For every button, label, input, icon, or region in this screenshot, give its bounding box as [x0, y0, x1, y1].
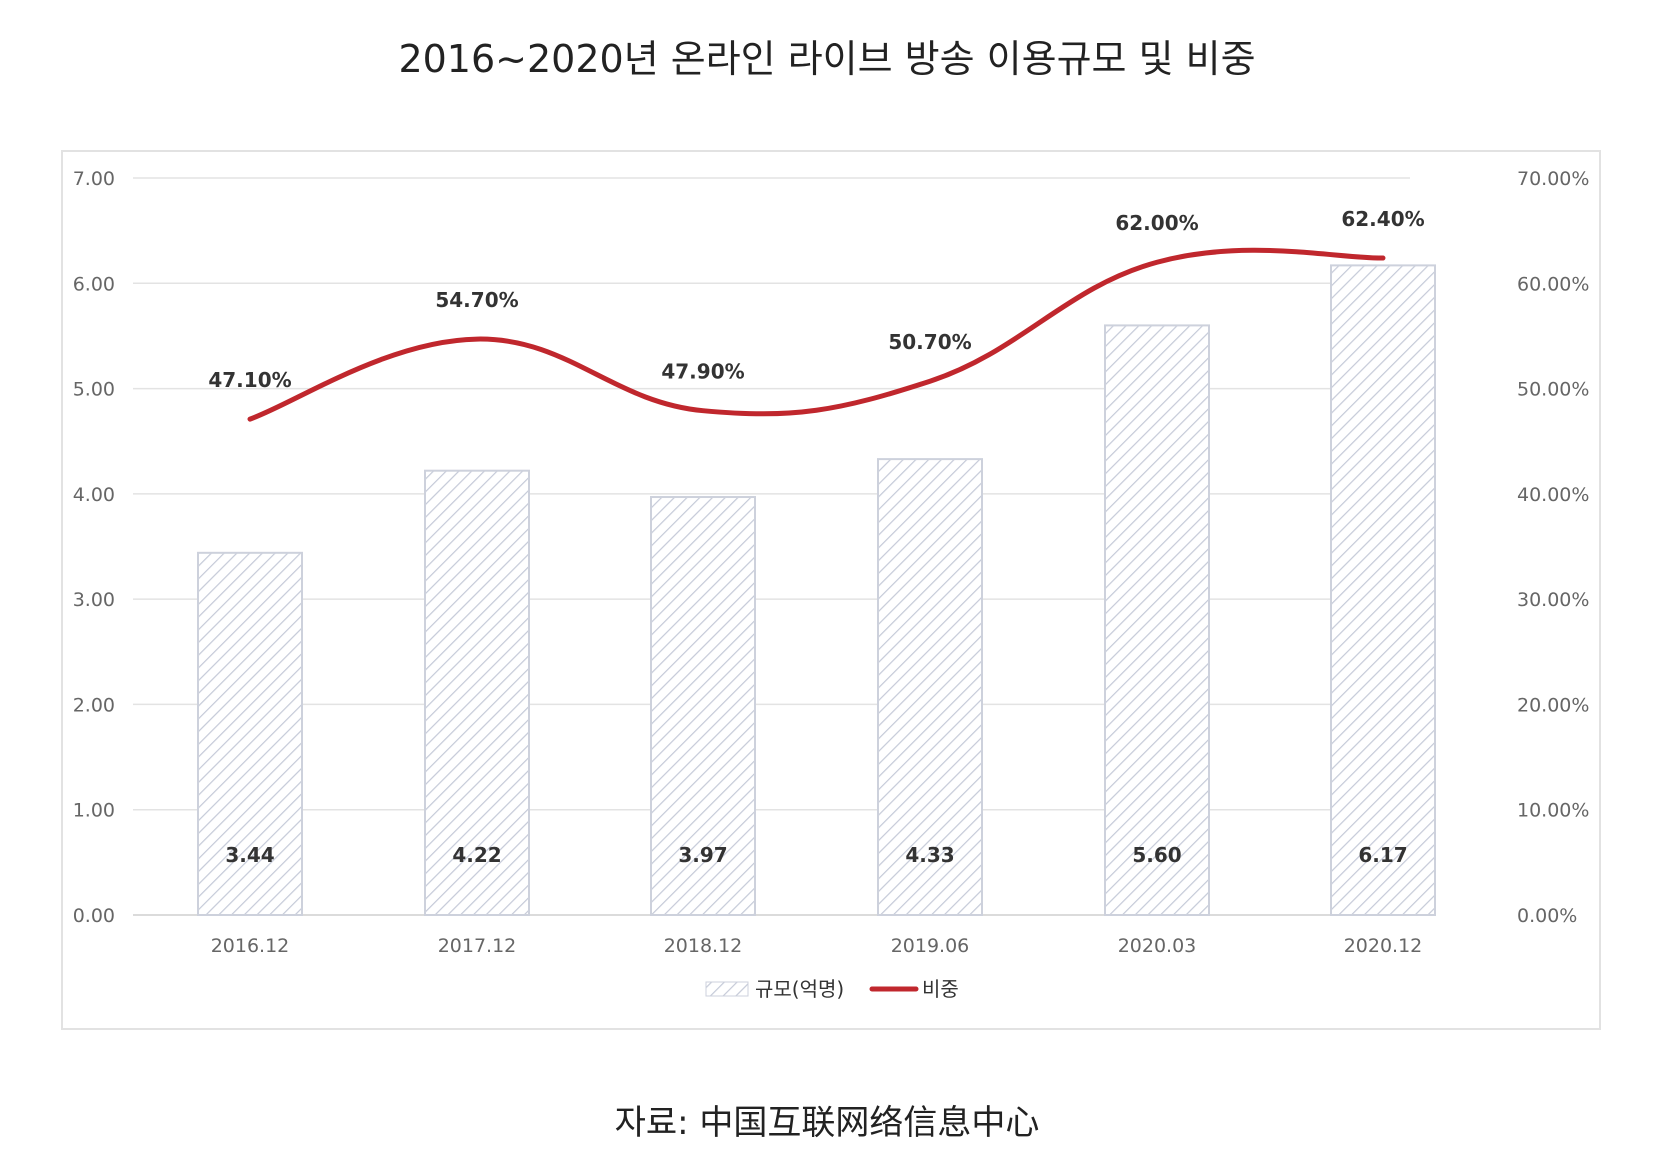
y-left-tick-label: 0.00	[73, 905, 115, 927]
bar-value-label: 3.44	[225, 843, 274, 867]
bar-value-label: 5.60	[1132, 843, 1181, 867]
legend-label-bar: 규모(억명)	[755, 977, 844, 1001]
x-tick-label: 2016.12	[211, 935, 290, 957]
line-value-label: 50.70%	[888, 330, 971, 354]
y-right-tick-label: 0.00%	[1517, 905, 1577, 927]
series-line-ratio	[247, 247, 1386, 422]
line-value-label: 47.90%	[661, 360, 744, 384]
y-left-tick-label: 7.00	[73, 168, 115, 190]
y-right-tick-label: 40.00%	[1517, 484, 1589, 506]
y-left-tick-label: 1.00	[73, 800, 115, 822]
x-tick-label: 2017.12	[438, 935, 517, 957]
chart-area	[61, 150, 1601, 1030]
line-value-label: 62.40%	[1341, 207, 1424, 231]
y-left-tick-label: 5.00	[73, 379, 115, 401]
y-left-tick-label: 6.00	[73, 273, 115, 295]
bar-value-label: 4.33	[905, 843, 954, 867]
y-right-tick-label: 50.00%	[1517, 379, 1589, 401]
bar	[650, 496, 756, 916]
line-value-label: 47.10%	[208, 368, 291, 392]
chart-title: 2016~2020년 온라인 라이브 방송 이용규모 및 비중	[398, 37, 1256, 81]
bar	[424, 469, 530, 916]
y-right-tick-label: 10.00%	[1517, 800, 1589, 822]
bar-value-label: 6.17	[1358, 843, 1407, 867]
y-right-tick-label: 20.00%	[1517, 694, 1589, 716]
bar-value-label: 3.97	[678, 843, 727, 867]
source-note: 자료: 中国互联网络信息中心	[614, 1103, 1040, 1143]
bar	[1330, 264, 1436, 916]
bar	[877, 458, 983, 916]
y-right-tick-label: 30.00%	[1517, 589, 1589, 611]
x-tick-label: 2019.06	[891, 935, 970, 957]
bar	[1104, 324, 1210, 916]
legend-swatch-bar	[705, 981, 749, 997]
y-right-tick-label: 70.00%	[1517, 168, 1589, 190]
y-left-tick-label: 4.00	[73, 484, 115, 506]
line-value-label: 54.70%	[435, 288, 518, 312]
bar	[197, 551, 303, 916]
x-tick-label: 2020.03	[1118, 935, 1197, 957]
x-tick-label: 2020.12	[1344, 935, 1423, 957]
line-value-label: 62.00%	[1115, 211, 1198, 235]
y-left-tick-label: 2.00	[73, 694, 115, 716]
legend-label-line: 비중	[922, 977, 959, 1001]
y-right-tick-label: 60.00%	[1517, 273, 1589, 295]
bar-value-label: 4.22	[452, 843, 501, 867]
x-tick-label: 2018.12	[664, 935, 743, 957]
y-left-tick-label: 3.00	[73, 589, 115, 611]
